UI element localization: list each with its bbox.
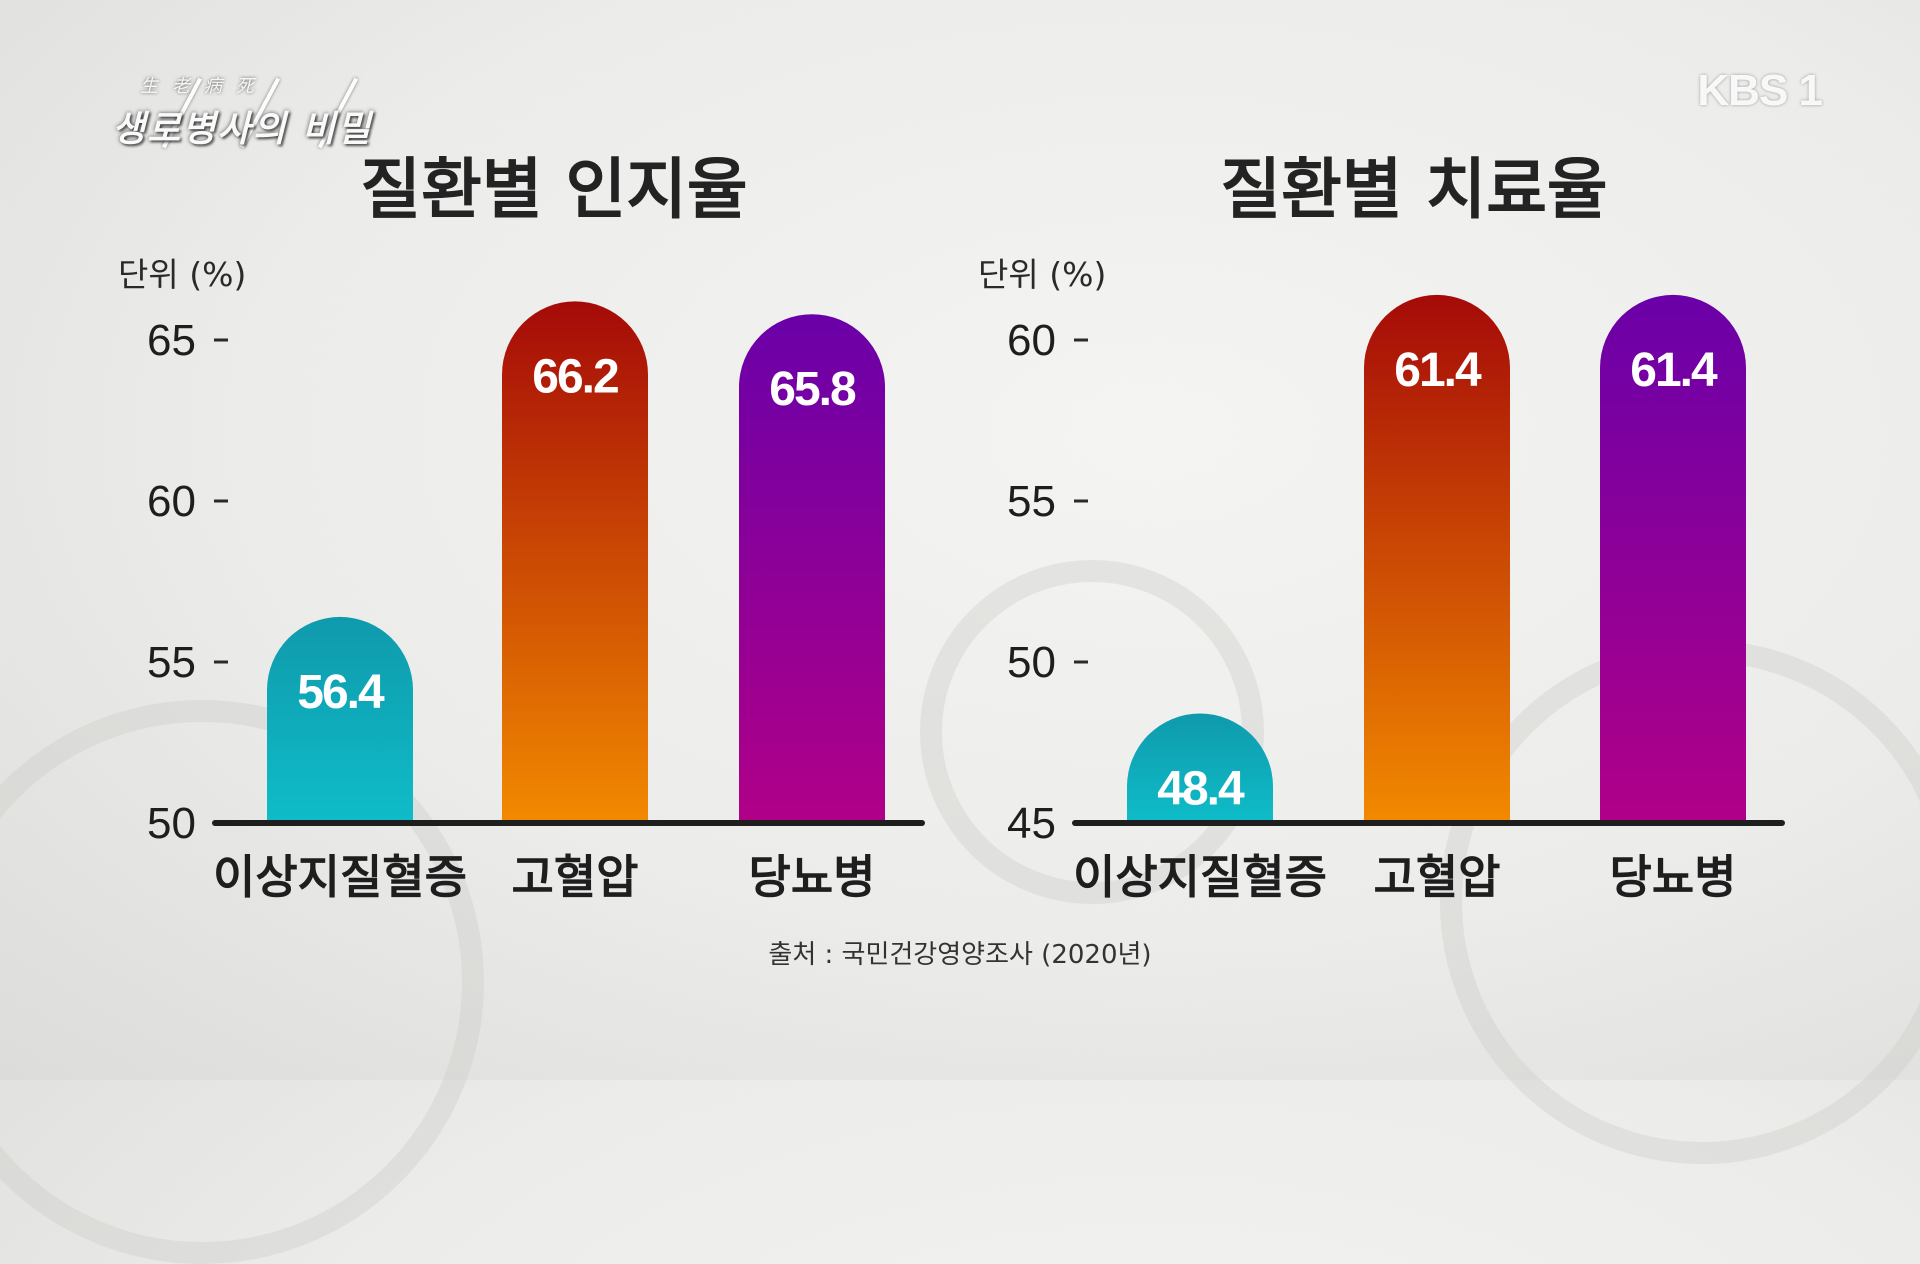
category-label: 당뇨병 bbox=[749, 850, 876, 904]
program-hanja: 生老病死 bbox=[140, 76, 268, 97]
bar bbox=[1600, 294, 1746, 823]
y-tick-label: 55 bbox=[1007, 477, 1056, 526]
chart-title-awareness: 질환별 인지율 bbox=[360, 151, 748, 228]
data-source: 출처 : 국민건강영양조사 (2020년) bbox=[768, 940, 1152, 970]
bar-value-label: 66.2 bbox=[532, 350, 618, 403]
category-label: 당뇨병 bbox=[1610, 850, 1737, 904]
category-label: 고혈압 bbox=[512, 850, 639, 904]
category-label: 이상지질혈증 bbox=[1073, 850, 1327, 904]
bar-value-label: 61.4 bbox=[1394, 344, 1482, 397]
bar-value-label: 56.4 bbox=[297, 666, 385, 719]
y-tick-label: 60 bbox=[147, 477, 196, 526]
y-tick-label: 45 bbox=[1007, 799, 1056, 848]
bar bbox=[1127, 713, 1273, 823]
unit-label-awareness: 단위 (%) bbox=[118, 255, 247, 294]
y-tick-label: 65 bbox=[147, 316, 196, 365]
channel-logo: KBS 1 bbox=[1697, 66, 1823, 115]
unit-label-treatment: 단위 (%) bbox=[978, 255, 1107, 294]
bar-chart-treatment: 45 50 55 60 48.4 이상지질혈증 61.4 고혈압 61.4 당뇨병 bbox=[1007, 294, 1785, 904]
chart-title-treatment: 질환별 치료율 bbox=[1220, 151, 1608, 228]
category-label: 고혈압 bbox=[1374, 850, 1501, 904]
bar bbox=[502, 301, 648, 823]
bar bbox=[1364, 294, 1510, 823]
y-tick-label: 50 bbox=[1007, 638, 1056, 687]
category-label: 이상지질혈증 bbox=[213, 850, 467, 904]
bar-value-label: 48.4 bbox=[1157, 763, 1245, 816]
bar-value-label: 65.8 bbox=[769, 363, 856, 416]
bar bbox=[267, 616, 413, 823]
bar-chart-awareness: 50 55 60 65 56.4 이상지질혈증 66.2 고혈압 65.8 당뇨병 bbox=[147, 301, 925, 904]
y-tick-label: 55 bbox=[147, 638, 196, 687]
y-tick-label: 60 bbox=[1007, 316, 1056, 365]
program-title: 생로병사의 비밀 bbox=[112, 109, 373, 150]
bar-value-label: 61.4 bbox=[1630, 344, 1718, 397]
y-tick-label: 50 bbox=[147, 799, 196, 848]
bar bbox=[739, 314, 885, 823]
